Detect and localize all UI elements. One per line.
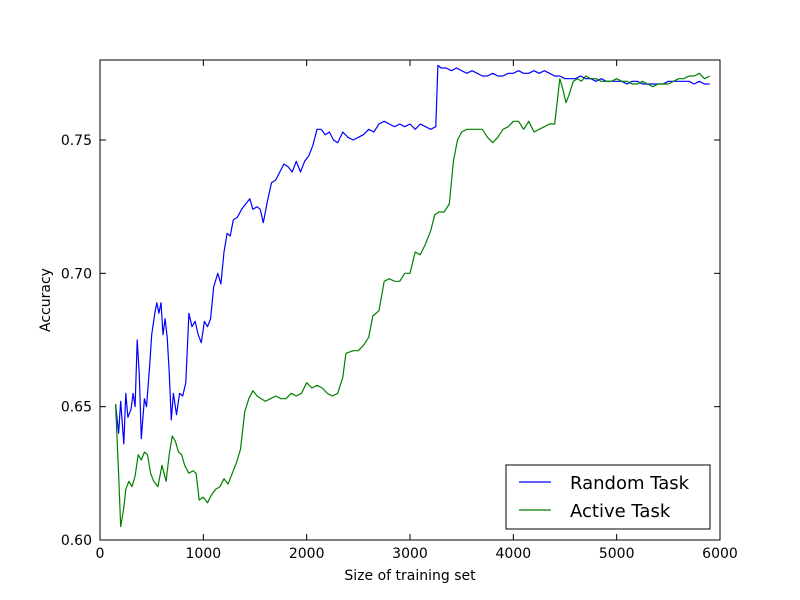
x-tick-label: 0 (96, 546, 105, 562)
x-tick-label: 5000 (599, 546, 635, 562)
plot-area (99, 59, 721, 541)
x-axis-label: Size of training set (344, 568, 476, 584)
x-axis: 0 1000 2000 3000 4000 5000 6000 (96, 60, 738, 562)
series-layer (114, 64, 710, 528)
series-line-random-task (114, 64, 710, 445)
y-tick-label: 0.60 (61, 533, 92, 549)
x-tick-label: 1000 (186, 546, 222, 562)
y-axis-label: Accuracy (38, 268, 54, 332)
legend: Random Task Active Task (505, 464, 711, 530)
y-tick-label: 0.65 (61, 400, 92, 416)
legend-label-active: Active Task (570, 501, 671, 522)
x-tick-label: 3000 (392, 546, 428, 562)
y-tick-label: 0.75 (61, 133, 92, 149)
x-tick-label: 6000 (702, 546, 738, 562)
x-tick-label: 2000 (289, 546, 325, 562)
series-line-active-task (114, 72, 710, 528)
y-tick-label: 0.70 (61, 266, 92, 282)
plot-frame (100, 60, 720, 540)
legend-label-random: Random Task (570, 473, 690, 494)
legend-box (505, 464, 711, 530)
y-axis: 0.60 0.65 0.70 0.75 (61, 133, 720, 549)
x-tick-label: 4000 (496, 546, 532, 562)
